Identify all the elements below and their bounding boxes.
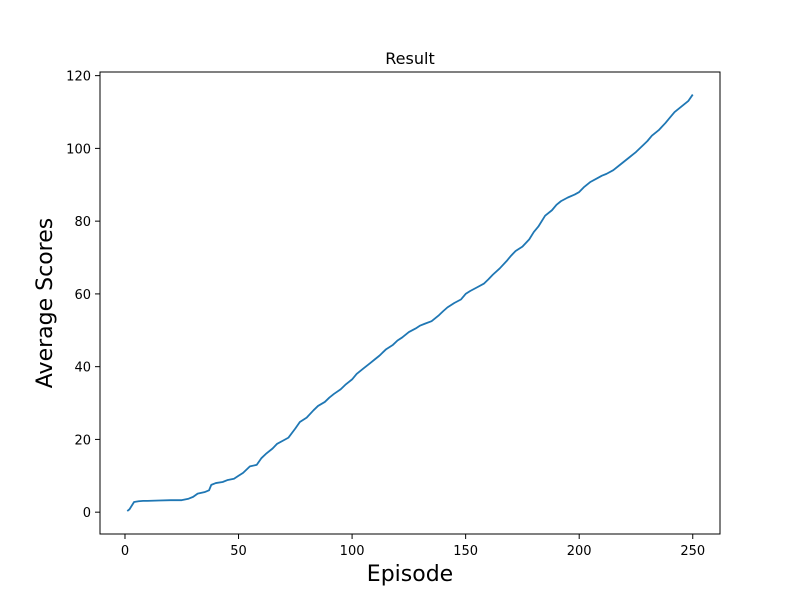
x-tick-label: 0 — [121, 544, 129, 559]
plot-frame — [99, 71, 721, 535]
y-tick-label: 60 — [74, 288, 91, 303]
y-tick-label: 20 — [74, 433, 91, 448]
x-tick-label: 200 — [567, 544, 592, 559]
x-axis-label: Episode — [367, 562, 453, 587]
y-tick-label: 120 — [66, 70, 91, 85]
y-axis-label: Average Scores — [33, 218, 58, 388]
y-tick-label: 40 — [74, 361, 91, 376]
y-tick-label: 80 — [74, 215, 91, 230]
x-tick-label: 250 — [680, 544, 705, 559]
x-tick-label: 100 — [340, 544, 365, 559]
x-axis: 0 50 100 150 200 250 — [121, 534, 705, 559]
x-tick-label: 50 — [230, 544, 247, 559]
plot-area — [99, 71, 721, 535]
y-axis: 0 20 40 60 80 100 120 — [66, 70, 100, 521]
series-line — [126, 94, 694, 512]
chart-title: Result — [385, 49, 434, 68]
y-tick-label: 0 — [83, 506, 91, 521]
x-tick-label: 150 — [453, 544, 478, 559]
y-tick-label: 100 — [66, 142, 91, 157]
